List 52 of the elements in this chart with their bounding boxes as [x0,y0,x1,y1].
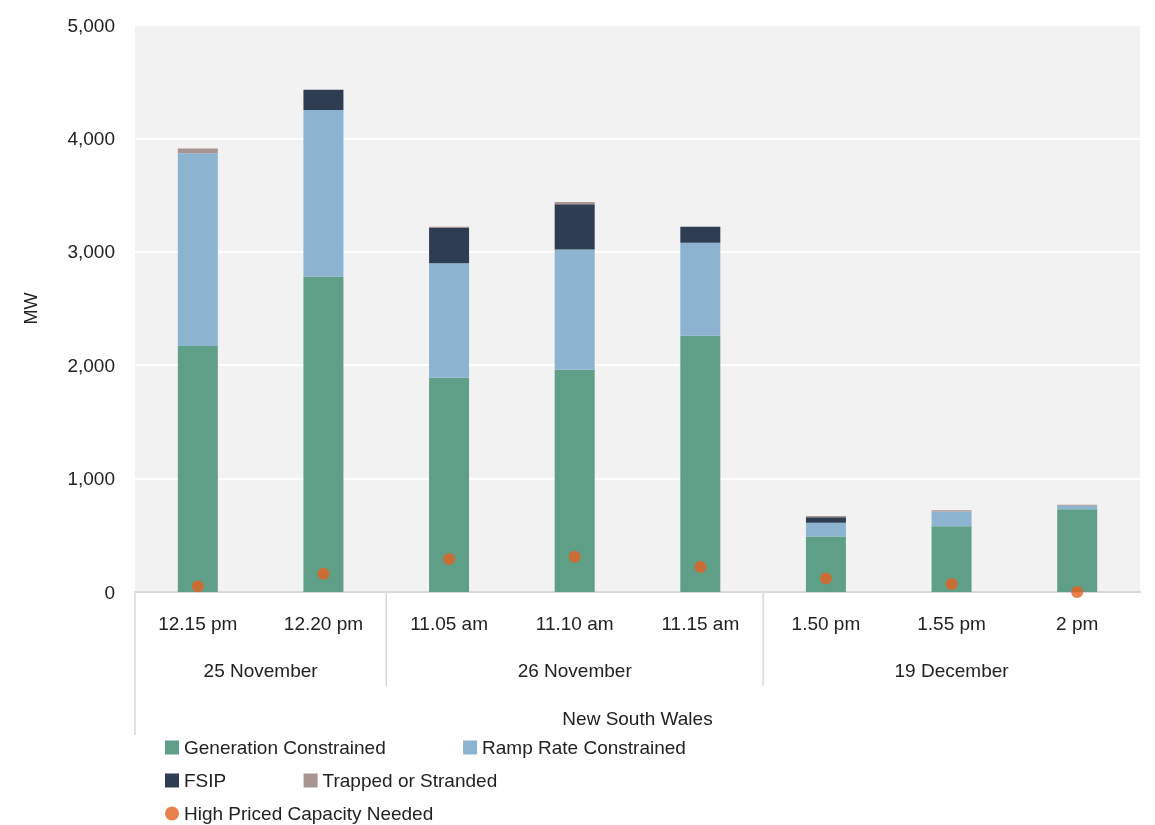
legend-label: Trapped or Stranded [322,770,561,791]
point [819,572,832,585]
point [191,580,204,593]
x-tick-label: 12.20 pm [283,613,364,634]
legend-label: Ramp Rate Constrained [482,737,750,758]
text: New South Wales [562,707,713,729]
point [694,561,707,574]
bar [680,335,721,592]
bar [931,511,972,527]
bar [429,227,470,264]
bar [303,89,344,111]
y-tick-label: 2,000 [67,354,115,376]
y-tick-label: 3,000 [67,241,115,263]
x-tick-label: 12.15 pm [158,613,238,634]
x-tick-label: 11.10 am [535,613,614,634]
bar [177,153,218,346]
point [1071,586,1084,598]
bar [303,276,344,592]
x-tick-label: 11.15 am [661,613,740,634]
bar [429,263,470,378]
point [443,553,456,566]
bar [303,110,344,277]
bar [680,242,721,336]
text: 19 December [894,659,1010,681]
x-tick-label: 1.50 pm [791,613,861,634]
legend-label: Generation Constrained [184,737,450,758]
y-tick-label: 4,000 [67,127,115,149]
y-tick-label: 1,000 [67,468,115,490]
bar [554,369,595,592]
y-axis-title: MW [21,292,41,325]
bar [429,377,470,592]
bar [805,522,846,537]
bar [554,249,595,370]
text: 25 November [203,659,319,681]
point [317,567,330,580]
legend-label: FSIP [184,770,290,791]
x-tick-label: 11.05 am [410,613,488,634]
bar [805,536,846,592]
x-tick-label: 2 pm [1056,613,1099,634]
point [568,550,581,563]
text: 26 November [517,659,633,681]
point [945,578,958,591]
bar [805,517,846,523]
legend-label: High Priced Capacity Needed [184,803,497,824]
bar [177,345,218,592]
bar [931,526,972,592]
y-tick-label: 0 [104,581,115,603]
bar [1057,509,1098,592]
y-tick-label: 5,000 [67,14,115,36]
bar [554,204,595,250]
bar [680,226,721,243]
x-tick-label: 1.55 pm [917,613,986,634]
